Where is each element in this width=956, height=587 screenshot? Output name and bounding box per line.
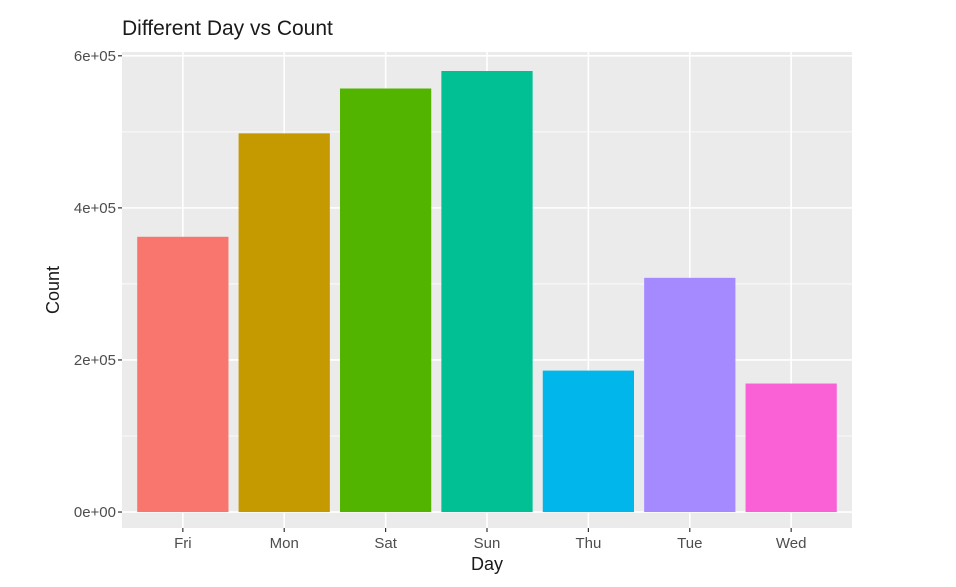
bar-sat: [339, 88, 432, 513]
x-tick-label: Sat: [374, 535, 397, 552]
chart-title: Different Day vs Count: [122, 17, 333, 40]
x-axis: Fri Mon Sat Sun Thu Tue Wed: [174, 528, 806, 552]
x-axis-title: Day: [471, 554, 503, 574]
bar-thu: [542, 370, 635, 513]
x-tick-label: Thu: [575, 535, 601, 552]
bar-sun: [441, 71, 533, 513]
x-tick-label: Fri: [174, 535, 192, 552]
y-tick-label: 6e+05: [74, 48, 116, 65]
y-axis-title: Count: [43, 266, 63, 314]
y-tick-label: 0e+00: [74, 504, 116, 521]
x-tick-label: Mon: [270, 535, 299, 552]
y-tick-label: 4e+05: [74, 200, 116, 217]
x-tick-label: Sun: [474, 535, 501, 552]
y-tick-label: 2e+05: [74, 352, 116, 369]
bar-wed: [745, 383, 837, 513]
y-axis: 0e+00 2e+05 4e+05 6e+05: [74, 48, 122, 521]
bar-fri: [137, 236, 229, 513]
bar-tue: [644, 277, 736, 513]
bar-mon: [238, 133, 330, 513]
x-tick-label: Tue: [677, 535, 702, 552]
x-tick-label: Wed: [776, 535, 807, 552]
bars: [137, 71, 837, 513]
